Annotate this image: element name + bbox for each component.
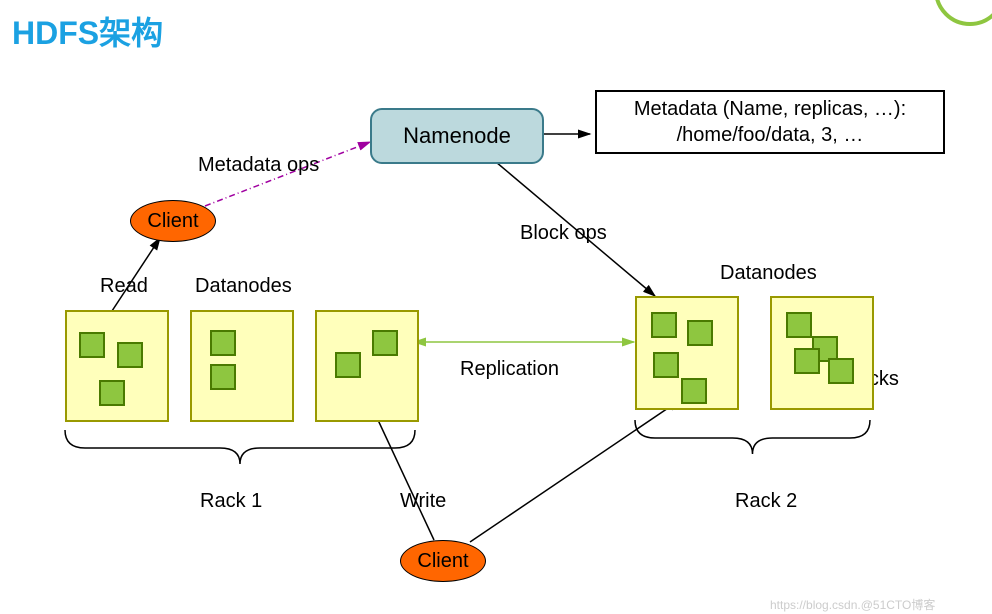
block [117,342,143,368]
client-bottom: Client [400,540,486,582]
block [99,380,125,406]
metadata-line2: /home/foo/data, 3, … [605,122,935,148]
block [372,330,398,356]
block [210,364,236,390]
namenode-box: Namenode [370,108,544,164]
label-write: Write [400,490,446,513]
watermark: https://blog.csdn.@51CTO博客 [770,596,935,613]
block [828,358,854,384]
page-title: HDFS架构 [12,8,163,54]
label-datanodes-left: Datanodes [195,275,292,298]
block [210,330,236,356]
block [681,378,707,404]
block [335,352,361,378]
datanode-2 [315,310,419,422]
block [786,312,812,338]
block [653,352,679,378]
datanode-1 [190,310,294,422]
label-metadata-ops: Metadata ops [198,154,319,177]
label-rack2: Rack 2 [735,490,797,513]
datanode-0 [65,310,169,422]
label-block-ops: Block ops [520,222,607,245]
datanode-3 [635,296,739,410]
client-top: Client [130,200,216,242]
block [79,332,105,358]
datanode-4 [770,296,874,410]
metadata-line1: Metadata (Name, replicas, …): [605,96,935,122]
block [651,312,677,338]
label-datanodes-right: Datanodes [720,262,817,285]
block [794,348,820,374]
label-rack1: Rack 1 [200,490,262,513]
label-read: Read [100,275,148,298]
metadata-box: Metadata (Name, replicas, …): /home/foo/… [595,90,945,154]
label-replication: Replication [460,358,559,381]
block [687,320,713,346]
